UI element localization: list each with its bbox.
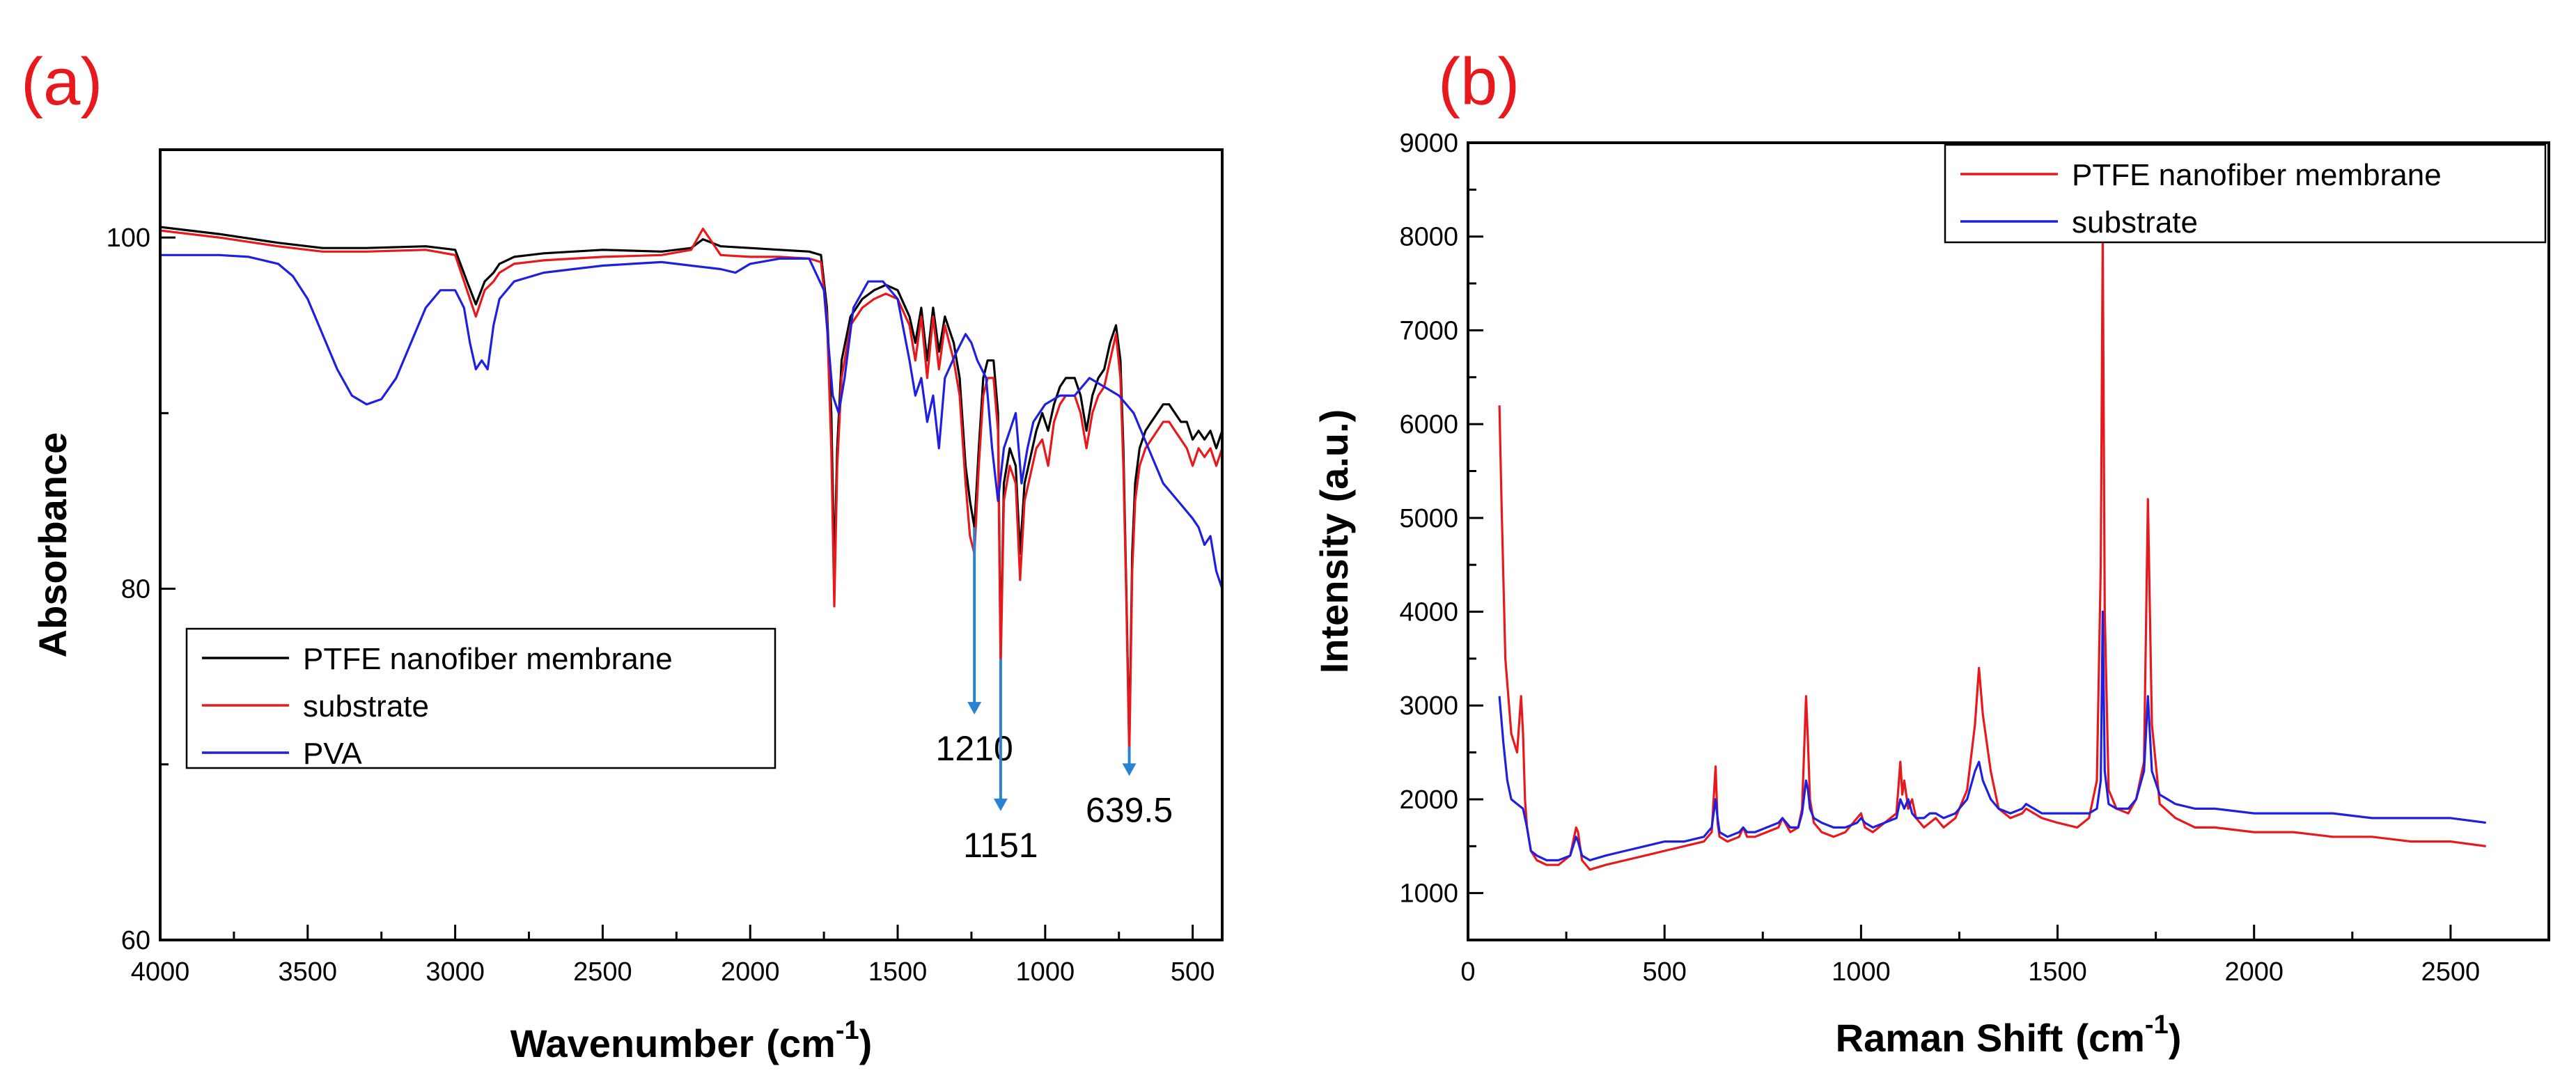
x-tick-label: 2500	[573, 957, 632, 987]
panel-b-raman-chart: (b) 0 500 1000 1500 2000 2500 1000 2000 3000 4000 5…	[1312, 45, 2550, 1060]
annotation-label-1: 1151	[963, 826, 1038, 865]
y-axis-label: Intensity (a.u.)	[1312, 409, 1356, 674]
legend-box	[1944, 143, 2547, 244]
x-axis-label-close: )	[2169, 1016, 2182, 1060]
annotation-arrowhead-2	[1122, 763, 1137, 776]
x-axis-label-unit: (cm	[766, 1021, 836, 1065]
y-tick-label: 3000	[1399, 691, 1458, 721]
x-tick-label: 2000	[721, 957, 780, 987]
panel-label: (b)	[1438, 45, 1520, 119]
annotation-arrowhead-1	[993, 798, 1008, 811]
y-axis-label: Absorbance	[31, 432, 75, 658]
y-tick-label: 2000	[1399, 785, 1458, 815]
x-tick-label: 1500	[2028, 957, 2087, 987]
y-tick-label: 8000	[1399, 223, 1458, 252]
x-tick-label: 500	[1171, 957, 1215, 987]
y-tick-label: 100	[107, 224, 150, 253]
y-tick-label: 80	[121, 575, 150, 604]
x-tick-label: 0	[1460, 957, 1475, 987]
legend-label: substrate	[303, 689, 429, 723]
series-line-substrate	[160, 227, 1222, 757]
x-tick-label: 3500	[279, 957, 338, 987]
series-line-substrate	[1498, 610, 2486, 862]
legend-label: PVA	[303, 737, 362, 771]
x-tick-label: 4000	[131, 957, 190, 987]
x-tick-label: 1000	[1832, 957, 1891, 987]
x-axis-label: Wavenumber (cm-1)	[510, 1016, 873, 1065]
x-axis-label-text: Raman Shift	[1836, 1016, 2063, 1060]
panel-label: (a)	[21, 45, 102, 119]
x-tick-label: 2500	[2421, 957, 2481, 987]
plot-frame	[1467, 141, 2550, 941]
series-line-ptfe-nanofiber-membrane	[1498, 235, 2486, 871]
x-tick-label: 1500	[868, 957, 928, 987]
x-axis-label-exp: -1	[2145, 1010, 2169, 1040]
legend: PTFE nanofiber membrane substrate	[1944, 143, 2547, 244]
x-tick-label: 2000	[2224, 957, 2284, 987]
x-tick-label: 500	[1642, 957, 1686, 987]
y-tick-label: 4000	[1399, 598, 1458, 627]
annotation-arrowhead-0	[967, 702, 982, 715]
legend: PTFE nanofiber membrane substrate PVA	[185, 627, 776, 771]
y-tick-label: 9000	[1399, 129, 1458, 158]
legend-label: PTFE nanofiber membrane	[303, 642, 673, 676]
plot-frame	[159, 148, 1224, 941]
x-axis-label-text: Wavenumber	[510, 1021, 754, 1065]
x-tick-label: 3000	[426, 957, 485, 987]
x-axis-label: Raman Shift (cm-1)	[1836, 1010, 2182, 1060]
y-tick-label: 5000	[1399, 504, 1458, 533]
legend-label: substrate	[2072, 205, 2198, 240]
y-tick-label: 60	[121, 926, 150, 955]
x-axis-label-close: )	[859, 1021, 873, 1065]
legend-label: PTFE nanofiber membrane	[2072, 158, 2442, 192]
x-axis-label-exp: -1	[836, 1016, 859, 1045]
legend-box	[185, 627, 776, 769]
x-axis-label-unit: (cm	[2075, 1016, 2145, 1060]
annotation-label-2: 639.5	[1086, 790, 1173, 829]
y-tick-label: 7000	[1399, 316, 1458, 345]
x-tick-label: 1000	[1016, 957, 1075, 987]
y-tick-label: 6000	[1399, 410, 1458, 439]
series-line-pva	[160, 253, 1222, 590]
y-tick-label: 1000	[1399, 879, 1458, 909]
